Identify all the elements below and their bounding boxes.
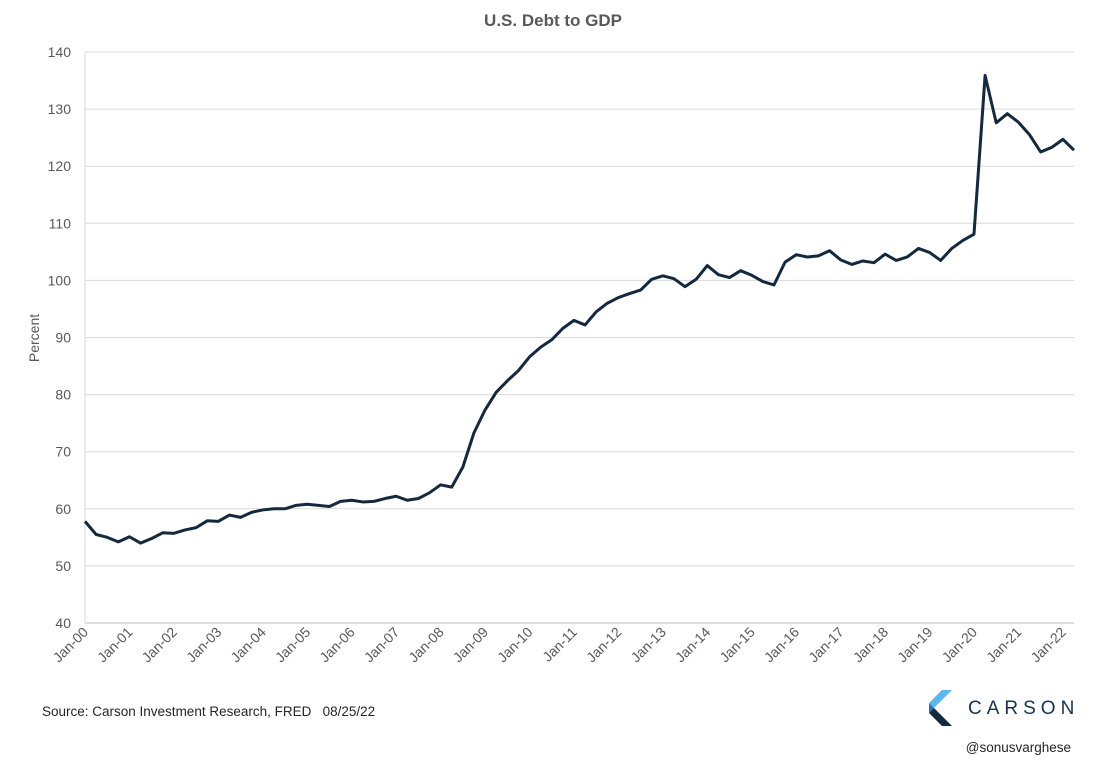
x-tick-label: Jan-21 xyxy=(983,624,1025,666)
gridlines xyxy=(84,51,1074,624)
y-tick-label: 40 xyxy=(55,615,71,631)
x-tick-label: Jan-10 xyxy=(494,624,536,666)
x-tick-label: Jan-14 xyxy=(672,624,714,666)
x-tick-label: Jan-20 xyxy=(939,624,981,666)
x-tick-label: Jan-11 xyxy=(539,624,580,665)
x-tick-label: Jan-17 xyxy=(805,624,847,666)
y-axis-label: Percent xyxy=(26,314,42,362)
x-tick-label: Jan-07 xyxy=(361,624,403,666)
x-tick-label: Jan-06 xyxy=(316,624,358,666)
y-tick-label: 110 xyxy=(49,215,72,231)
y-tick-label: 140 xyxy=(48,44,72,60)
series-layer xyxy=(83,73,1076,545)
x-tick-label: Jan-01 xyxy=(94,624,136,666)
x-tick-label: Jan-22 xyxy=(1027,624,1069,666)
y-tick-label: 70 xyxy=(55,444,71,460)
x-tick-label: Jan-19 xyxy=(894,624,936,666)
x-tick-label: Jan-04 xyxy=(227,624,269,666)
author-handle: @sonusvarghese xyxy=(965,740,1071,755)
y-tick-label: 80 xyxy=(55,387,71,403)
carson-logo-icon xyxy=(929,690,952,726)
y-tick-label: 100 xyxy=(48,272,72,288)
debt-to-gdp-line xyxy=(83,73,1076,545)
x-tick-label: Jan-13 xyxy=(627,624,669,666)
x-tick-label: Jan-03 xyxy=(183,624,225,666)
y-tick-labels: 40 50 60 70 80 90 100 110 120 130 140 xyxy=(48,44,72,631)
chart-title: U.S. Debt to GDP xyxy=(484,11,622,30)
x-tick-label: Jan-12 xyxy=(583,624,625,666)
y-tick-label: 90 xyxy=(55,330,71,346)
x-tick-labels: Jan-00 Jan-01 Jan-02 Jan-03 Jan-04 Jan-05 Jan-… xyxy=(50,624,1070,666)
y-tick-label: 50 xyxy=(55,558,71,574)
x-tick-label: Jan-18 xyxy=(850,624,892,666)
x-tick-label: Jan-09 xyxy=(450,624,492,666)
y-tick-label: 120 xyxy=(48,158,72,174)
x-tick-label: Jan-02 xyxy=(138,624,180,666)
y-tick-label: 60 xyxy=(55,501,71,517)
x-tick-label: Jan-16 xyxy=(761,624,803,666)
carson-logo: CARSON xyxy=(928,690,1078,730)
carson-logo-text: CARSON xyxy=(968,698,1080,719)
x-tick-label: Jan-08 xyxy=(405,624,447,666)
x-tick-label: Jan-05 xyxy=(272,624,314,666)
x-tick-label: Jan-15 xyxy=(716,624,758,666)
source-note: Source: Carson Investment Research, FRED… xyxy=(42,704,376,719)
y-tick-label: 130 xyxy=(48,101,72,117)
